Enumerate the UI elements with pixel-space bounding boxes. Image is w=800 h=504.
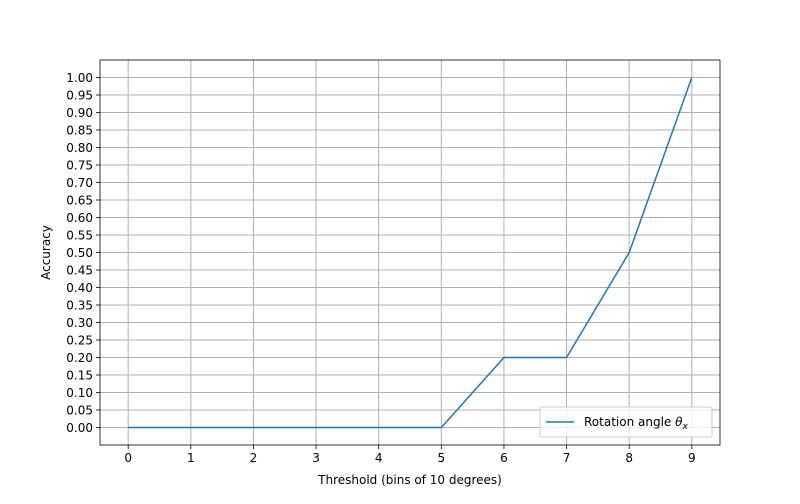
y-tick-label: 0.45 — [66, 263, 93, 277]
y-tick-label: 0.85 — [66, 123, 93, 137]
legend-box — [539, 406, 713, 438]
legend-name-symbol: θ — [675, 415, 683, 429]
x-tick-label: 8 — [625, 451, 633, 465]
x-axis-label: Threshold (bins of 10 degrees) — [317, 473, 502, 487]
x-axis-ticks: 0 1 2 3 4 5 6 7 8 9 — [124, 445, 696, 465]
y-tick-label: 0.40 — [66, 281, 93, 295]
y-axis-ticks: 0.00 0.05 0.10 0.15 0.20 0.25 0.30 0.35 0.40 0.45… — [66, 71, 100, 435]
y-tick-label: 1.00 — [66, 71, 93, 85]
y-tick-label: 0.65 — [66, 193, 93, 207]
y-tick-label: 0.35 — [66, 298, 93, 312]
y-tick-label: 0.05 — [66, 403, 93, 417]
legend-name-prefix: Rotation angle — [584, 415, 675, 429]
y-tick-label: 0.10 — [66, 386, 93, 400]
y-tick-label: 0.30 — [66, 316, 93, 330]
x-tick-label: 3 — [312, 451, 320, 465]
y-tick-label: 0.00 — [66, 421, 93, 435]
x-tick-label: 0 — [124, 451, 132, 465]
y-axis-label: Accuracy — [39, 225, 53, 280]
x-tick-label: 9 — [688, 451, 696, 465]
legend-name-subscript: x — [681, 422, 688, 432]
y-tick-label: 0.55 — [66, 228, 93, 242]
x-tick-label: 1 — [187, 451, 195, 465]
x-tick-label: 6 — [500, 451, 508, 465]
legend-entry-label: Rotation angle θx — [584, 415, 688, 432]
x-tick-label: 2 — [250, 451, 258, 465]
y-tick-label: 0.80 — [66, 141, 93, 155]
y-tick-label: 0.75 — [66, 158, 93, 172]
y-tick-label: 0.60 — [66, 211, 93, 225]
legend: Rotation angle θx — [539, 406, 713, 438]
x-tick-label: 5 — [437, 451, 445, 465]
series-line-rotation-angle — [128, 77, 693, 429]
y-tick-label: 0.20 — [66, 351, 93, 365]
y-tick-label: 0.50 — [66, 246, 93, 260]
x-tick-label: 4 — [375, 451, 383, 465]
y-tick-label: 0.25 — [66, 333, 93, 347]
y-tick-label: 0.95 — [66, 88, 93, 102]
y-tick-label: 0.15 — [66, 368, 93, 382]
x-tick-label: 7 — [563, 451, 571, 465]
y-tick-label: 0.70 — [66, 176, 93, 190]
y-tick-label: 0.90 — [66, 106, 93, 120]
series-lines — [128, 77, 693, 429]
